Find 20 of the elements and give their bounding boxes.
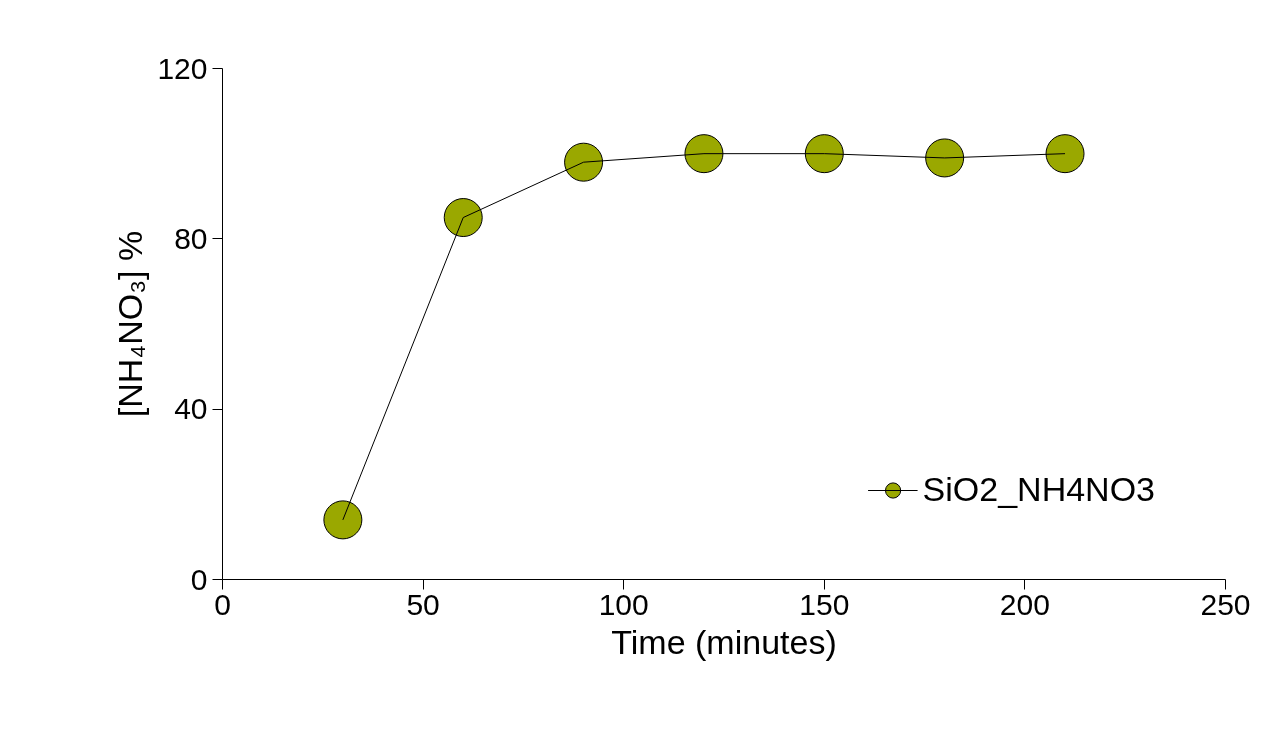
x-tick-label: 250 bbox=[1200, 587, 1251, 621]
x-axis-title: Time (minutes) bbox=[611, 622, 837, 661]
point bbox=[684, 134, 724, 174]
point bbox=[443, 198, 483, 237]
point bbox=[564, 142, 604, 182]
y-tick-label: 120 bbox=[157, 51, 208, 85]
point bbox=[804, 134, 844, 174]
point bbox=[323, 500, 363, 540]
y-tick-label: 80 bbox=[174, 221, 208, 255]
y-tick-label: 0 bbox=[190, 562, 208, 596]
x-tick-label: 150 bbox=[799, 587, 850, 621]
legend-label: SiO2_NH4NO3 bbox=[922, 470, 1155, 509]
x-tick-label: 100 bbox=[598, 587, 649, 621]
x-tick-label: 200 bbox=[999, 587, 1050, 621]
x-tick-label: 50 bbox=[406, 587, 440, 621]
x-tick-label: 0 bbox=[214, 587, 231, 621]
y-axis-title: [NH₄NO₃] % bbox=[111, 230, 150, 418]
point bbox=[1045, 134, 1085, 174]
point bbox=[925, 138, 965, 178]
y-tick-label: 40 bbox=[174, 392, 208, 426]
